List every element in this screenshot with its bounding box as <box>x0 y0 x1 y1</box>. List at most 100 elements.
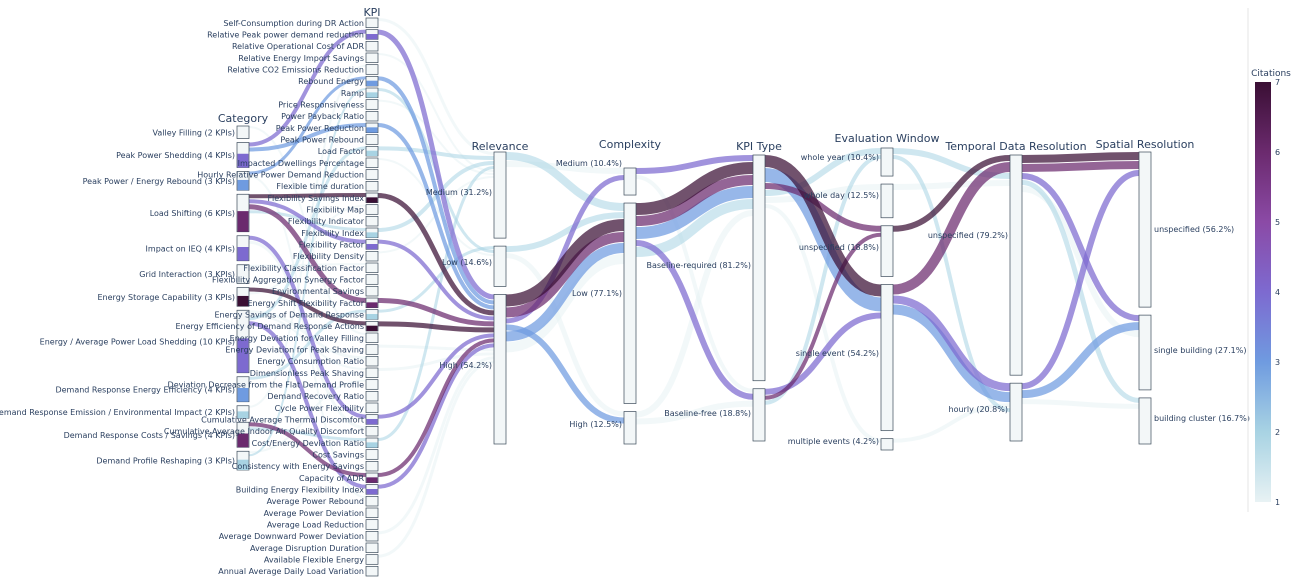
category-label-kpi-11: Load Factor <box>318 147 365 156</box>
category-bar-kpi-4[interactable] <box>365 64 379 75</box>
category-bar-complexity-1[interactable] <box>623 202 637 404</box>
category-fill-category-10 <box>237 433 249 448</box>
category-bar-kpi-35[interactable] <box>365 425 379 437</box>
category-bar-kpi-17[interactable] <box>365 215 379 227</box>
category-label-category-4: Impact on IEQ (4 KPIs) <box>146 244 235 253</box>
category-bar-kpi-28[interactable] <box>365 344 379 355</box>
category-bar-kpi-20[interactable] <box>365 250 379 262</box>
category-label-spatial-resolution-2: building cluster (16.7%) <box>1154 414 1250 423</box>
flow-ribbon-79 <box>764 183 882 232</box>
category-label-category-2: Peak Power / Energy Rebound (3 KPIs) <box>83 177 235 186</box>
dimension-kpi[interactable] <box>365 17 379 577</box>
colorbar: Citations 1 2 3 4 5 6 7 <box>1247 8 1291 512</box>
category-bar-kpi-8[interactable] <box>365 110 379 122</box>
category-bar-kpi-2[interactable] <box>365 40 379 52</box>
category-bar-kpi-22[interactable] <box>365 274 379 285</box>
category-bar-temporal-data-resolution-0[interactable] <box>1009 154 1023 376</box>
category-bar-evaluation-window-0[interactable] <box>880 147 894 177</box>
category-bar-relevance-2[interactable] <box>493 294 507 445</box>
category-bar-layer[interactable] <box>236 17 1152 577</box>
category-label-relevance-1: Low (14.6%) <box>442 258 492 267</box>
category-bar-relevance-1[interactable] <box>493 245 507 287</box>
category-label-kpi-14: Flexible time duration <box>276 182 364 191</box>
category-fill-kpi-36 <box>366 442 378 448</box>
category-bar-kpi-45[interactable] <box>365 542 379 554</box>
category-bar-kpi-43[interactable] <box>365 519 379 530</box>
axis-title-kpi-type: KPI Type <box>736 140 782 153</box>
category-bar-kpi-7[interactable] <box>365 99 379 110</box>
flow-ribbon-11 <box>377 99 495 175</box>
category-label-kpi-type-1: Baseline-free (18.8%) <box>664 409 751 418</box>
category-label-evaluation-window-4: multiple events (4.2%) <box>788 437 879 446</box>
category-fill-kpi-1 <box>366 34 378 40</box>
category-bar-kpi-30[interactable] <box>365 367 379 379</box>
category-label-category-0: Valley Filling (2 KPIs) <box>153 128 235 137</box>
category-bar-kpi-41[interactable] <box>365 495 379 507</box>
category-bar-kpi-44[interactable] <box>365 530 379 542</box>
category-bar-evaluation-window-4[interactable] <box>880 438 894 451</box>
category-bar-kpi-32[interactable] <box>365 390 379 402</box>
flow-ribbon-9 <box>377 18 495 155</box>
category-label-kpi-30: Dimensionless Peak Shaving <box>250 369 364 378</box>
flow-ribbon-65 <box>377 343 495 489</box>
category-bar-kpi-3[interactable] <box>365 52 379 64</box>
flow-ribbon-48 <box>248 123 367 152</box>
category-bar-kpi-0[interactable] <box>365 17 379 29</box>
dimension-temporal-data-resolution[interactable] <box>1009 154 1023 442</box>
category-bar-complexity-2[interactable] <box>623 411 637 445</box>
flow-ribbon-83 <box>248 193 367 199</box>
category-label-kpi-24: Energy Shift Flexibility Factor <box>248 299 365 308</box>
category-bar-evaluation-window-2[interactable] <box>880 225 894 277</box>
category-label-spatial-resolution-1: single building (27.1%) <box>1154 346 1246 355</box>
flow-ribbon-61 <box>248 321 367 489</box>
category-label-kpi-4: Relative CO2 Emissions Reduction <box>227 66 364 75</box>
category-bar-temporal-data-resolution-1[interactable] <box>1009 382 1023 442</box>
category-bar-kpi-29[interactable] <box>365 355 379 367</box>
category-bar-kpi-13[interactable] <box>365 169 379 180</box>
dimension-category[interactable] <box>236 125 250 471</box>
dimension-relevance[interactable] <box>493 151 507 445</box>
category-bar-spatial-resolution-1[interactable] <box>1138 314 1152 391</box>
category-label-kpi-44: Average Downward Power Deviation <box>219 532 364 541</box>
category-bar-kpi-33[interactable] <box>365 402 379 414</box>
flow-ribbon-91 <box>1021 152 1140 163</box>
category-label-temporal-data-resolution-0: unspecified (79.2%) <box>928 231 1008 240</box>
category-bar-kpi-16[interactable] <box>365 204 379 215</box>
category-label-kpi-8: Power Payback Ratio <box>281 112 364 121</box>
dimension-evaluation-window[interactable] <box>880 147 894 451</box>
category-bar-kpi-23[interactable] <box>365 285 379 297</box>
category-bar-kpi-31[interactable] <box>365 379 379 390</box>
category-bar-kpi-10[interactable] <box>365 134 379 145</box>
dimension-kpi-type[interactable] <box>752 154 766 442</box>
category-bar-kpi-46[interactable] <box>365 554 379 565</box>
category-bar-kpi-27[interactable] <box>365 332 379 344</box>
category-bar-spatial-resolution-2[interactable] <box>1138 397 1152 445</box>
flow-ribbon-70 <box>892 295 1011 392</box>
category-fill-category-7 <box>237 338 249 373</box>
category-bar-evaluation-window-3[interactable] <box>880 284 894 432</box>
category-bar-complexity-0[interactable] <box>623 167 637 196</box>
category-bar-kpi-42[interactable] <box>365 507 379 519</box>
flow-ribbon-66 <box>505 175 625 324</box>
category-bar-category-0[interactable] <box>236 125 250 139</box>
category-bar-evaluation-window-1[interactable] <box>880 183 894 219</box>
dimension-complexity[interactable] <box>623 167 637 445</box>
flow-ribbon-68 <box>635 240 754 400</box>
category-bar-kpi-38[interactable] <box>365 460 379 472</box>
category-bar-kpi-47[interactable] <box>365 565 379 577</box>
category-bar-kpi-12[interactable] <box>365 157 379 169</box>
category-bar-relevance-0[interactable] <box>493 151 507 239</box>
flow-ribbon-80 <box>764 232 882 400</box>
category-bar-kpi-21[interactable] <box>365 262 379 274</box>
category-bar-kpi-type-0[interactable] <box>752 154 766 382</box>
dimension-spatial-resolution[interactable] <box>1138 151 1152 445</box>
category-bar-kpi-37[interactable] <box>365 449 379 460</box>
axis-title-complexity: Complexity <box>599 138 662 151</box>
axis-title-temporal-data-resolution: Temporal Data Resolution <box>944 140 1086 153</box>
category-bar-kpi-14[interactable] <box>365 180 379 192</box>
category-fill-category-11 <box>237 459 249 470</box>
category-bar-kpi-type-1[interactable] <box>752 388 766 442</box>
category-bar-category-5[interactable] <box>236 264 250 284</box>
category-bar-spatial-resolution-0[interactable] <box>1138 151 1152 308</box>
flow-ribbon-56 <box>892 304 1011 403</box>
